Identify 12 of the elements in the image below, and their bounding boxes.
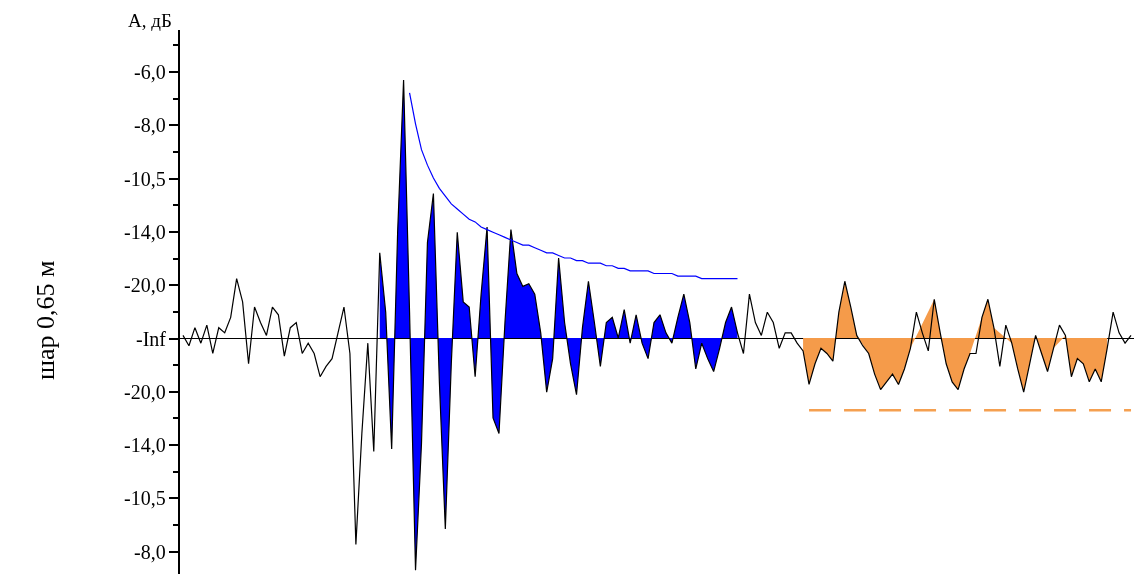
- text: -10,5: [124, 487, 166, 509]
- text: шар 0,65 м: [31, 260, 60, 380]
- text: -Inf: [136, 328, 167, 350]
- text: -14,0: [124, 221, 166, 243]
- text: -20,0: [124, 381, 166, 403]
- text: -6,0: [134, 61, 166, 83]
- text: -8,0: [134, 114, 166, 136]
- text: -20,0: [124, 274, 166, 296]
- text: -14,0: [124, 434, 166, 456]
- text: -8,0: [134, 541, 166, 563]
- y-axis-title: A, дБ: [128, 10, 172, 31]
- text: -10,5: [124, 168, 166, 190]
